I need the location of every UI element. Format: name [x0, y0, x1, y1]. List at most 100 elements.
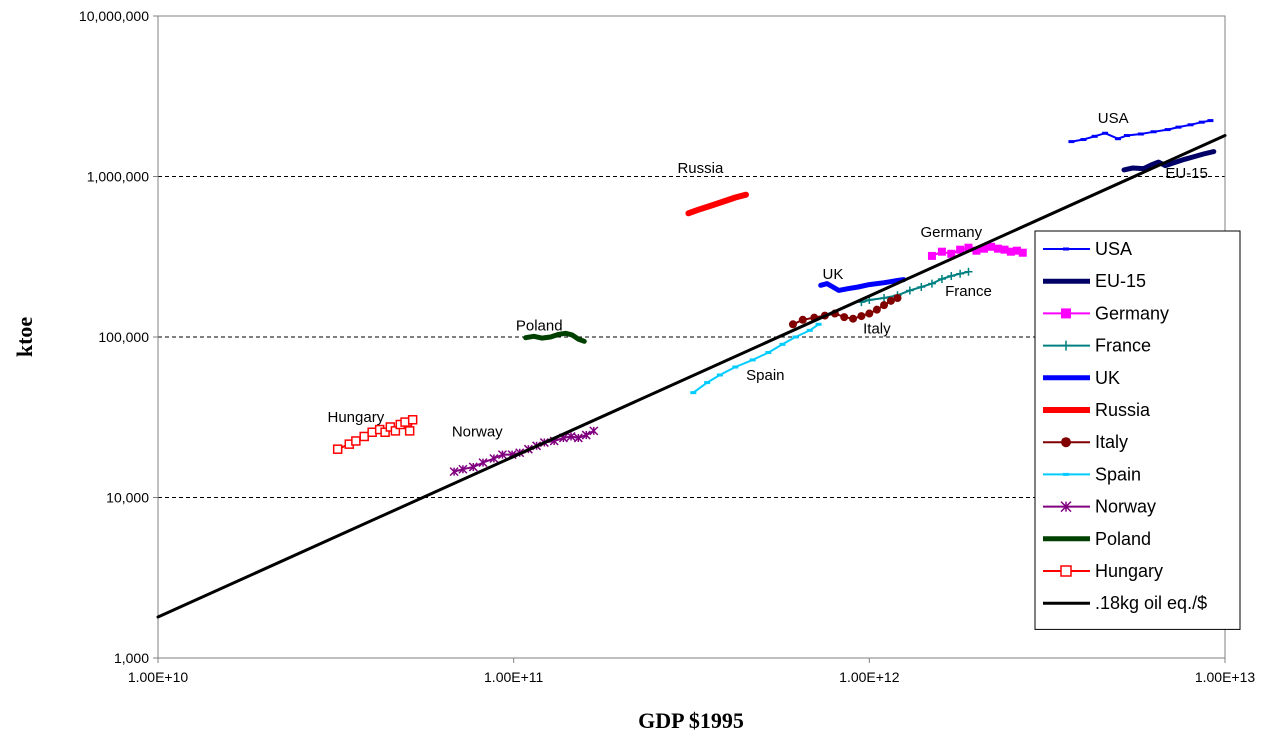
- data-point: [927, 279, 936, 288]
- data-point: [937, 274, 946, 283]
- data-point: [792, 335, 799, 339]
- legend-marker: [1061, 437, 1071, 448]
- series-line: [523, 330, 587, 344]
- series-line: [1121, 149, 1217, 173]
- data-point: [1123, 134, 1130, 138]
- data-point: [332, 444, 343, 454]
- data-point: [993, 244, 1002, 253]
- y-tick-label: 100,000: [98, 329, 149, 345]
- x-tick-label: 1.00E+11: [484, 669, 544, 685]
- data-point: [589, 426, 599, 436]
- data-point: [732, 365, 739, 369]
- series-layer: [156, 119, 1227, 619]
- data-point: [1102, 131, 1109, 135]
- data-point: [886, 296, 895, 305]
- legend-item: EU-15: [1043, 271, 1146, 291]
- legend-item: Russia: [1043, 400, 1151, 420]
- data-point: [351, 436, 361, 446]
- legend-label: Russia: [1095, 400, 1151, 420]
- series-line: [818, 277, 907, 293]
- legend-label: UK: [1095, 368, 1120, 388]
- data-point: [1164, 128, 1171, 132]
- data-point: [458, 464, 468, 474]
- annotation-label: Spain: [746, 367, 784, 384]
- data-point: [449, 467, 459, 477]
- series-spain: [690, 322, 822, 395]
- annotation-label: UK: [823, 266, 844, 283]
- data-point: [1012, 246, 1021, 255]
- x-axis-ticks: 1.00E+10 1.00E+11 1.00E+12 1.00E+13: [128, 658, 1255, 685]
- data-point: [917, 282, 926, 291]
- y-tick-label: 1,000,000: [87, 169, 149, 185]
- series-usa: [1068, 119, 1214, 144]
- legend-item: UK: [1043, 368, 1120, 388]
- series-eu-15: [1121, 149, 1217, 173]
- series-france: [857, 267, 973, 307]
- x-tick-label: 1.00E+10: [128, 669, 189, 685]
- data-point: [956, 245, 965, 254]
- annotation-label: Norway: [452, 423, 503, 440]
- data-point: [872, 305, 881, 314]
- x-axis-title: GDP $1995: [638, 708, 744, 733]
- legend-item: Hungary: [1043, 561, 1163, 581]
- data-point: [840, 313, 849, 322]
- legend-label: Germany: [1095, 303, 1169, 323]
- y-axis-ticks: 1,000 10,000 100,000 1,000,000 10,000,000: [79, 8, 158, 666]
- data-point: [400, 417, 410, 427]
- data-point: [566, 431, 576, 442]
- series-18kg-oil-eq: [156, 134, 1227, 619]
- series-russia: [685, 191, 749, 217]
- y-tick-label: 1,000: [114, 650, 149, 666]
- legend-label: Italy: [1095, 432, 1128, 452]
- data-point: [788, 320, 797, 329]
- legend-item: Spain: [1043, 464, 1141, 484]
- legend-label: France: [1095, 336, 1151, 356]
- data-point: [1187, 123, 1194, 127]
- data-point: [359, 431, 369, 442]
- legend-item: France: [1043, 336, 1151, 356]
- legend-label: Norway: [1095, 497, 1156, 517]
- data-point: [905, 286, 914, 295]
- legend-item: Italy: [1043, 432, 1128, 452]
- legend-marker: [1063, 247, 1069, 251]
- legend-label: Hungary: [1095, 561, 1163, 581]
- data-point: [987, 242, 996, 251]
- data-point: [956, 269, 965, 278]
- annotation-label: Germany: [920, 224, 982, 241]
- series-uk: [818, 277, 907, 293]
- legend-label: .18kg oil eq./$: [1095, 593, 1207, 613]
- legend-label: Poland: [1095, 529, 1151, 549]
- data-point: [1150, 130, 1157, 134]
- data-point: [573, 433, 583, 443]
- data-point: [581, 430, 591, 440]
- legend-marker: [1061, 340, 1071, 351]
- legend-label: Spain: [1095, 464, 1141, 484]
- data-point: [1198, 120, 1205, 124]
- data-point: [893, 293, 902, 302]
- series-line: [685, 191, 749, 217]
- data-point: [857, 312, 866, 321]
- annotation-label: France: [945, 283, 992, 300]
- data-point: [390, 426, 401, 436]
- y-axis-title: ktoe: [12, 317, 37, 358]
- data-point: [815, 322, 822, 326]
- data-point: [947, 249, 956, 258]
- data-point: [806, 328, 813, 332]
- series-germany: [927, 242, 1027, 260]
- data-point: [380, 427, 390, 438]
- data-point: [947, 271, 956, 280]
- data-point: [497, 450, 507, 460]
- data-point: [1006, 247, 1015, 256]
- data-point: [407, 415, 418, 425]
- data-point: [927, 251, 936, 260]
- data-point: [690, 391, 697, 395]
- series-hungary: [332, 415, 418, 454]
- data-point: [478, 458, 488, 468]
- data-point: [1114, 137, 1121, 141]
- legend-item: Poland: [1043, 529, 1151, 549]
- series-line: [692, 323, 820, 394]
- data-point: [964, 243, 973, 252]
- data-point: [964, 267, 973, 276]
- legend-marker: [1063, 472, 1069, 476]
